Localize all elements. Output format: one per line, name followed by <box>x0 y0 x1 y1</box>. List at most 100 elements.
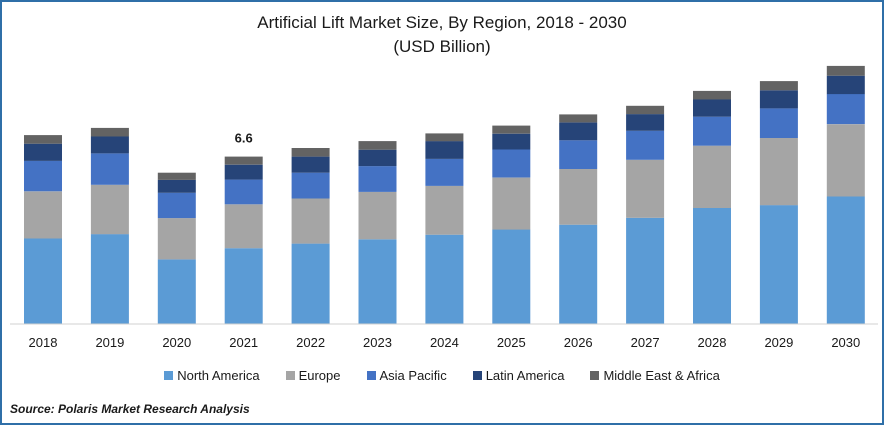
bar-segment-2026-middle-east-africa <box>559 114 598 123</box>
bar-segment-2018-north-america <box>24 238 62 324</box>
legend-item-asia-pacific: Asia Pacific <box>366 368 447 383</box>
bar-segment-2026-asia-pacific <box>559 140 598 169</box>
bar-segment-2025-north-america <box>492 229 531 324</box>
bar-segment-2027-europe <box>626 159 665 218</box>
chart-title: Artificial Lift Market Size, By Region, … <box>257 13 627 32</box>
bar-segment-2028-europe <box>693 145 731 208</box>
bar-segment-2029-latin-america <box>759 90 798 109</box>
bar-segment-2023-asia-pacific <box>358 166 397 192</box>
bar-segment-2030-middle-east-africa <box>826 65 865 76</box>
legend-swatch <box>472 371 482 380</box>
bar-segment-2018-europe <box>24 191 62 239</box>
bar-segment-2020-asia-pacific <box>157 192 196 219</box>
legend-item-north-america: North America <box>164 368 260 383</box>
x-tick-label-2030: 2030 <box>831 335 860 350</box>
bar-segment-2022-europe <box>291 198 330 244</box>
bar-segment-2024-north-america <box>425 234 464 324</box>
bar-segment-2023-latin-america <box>358 149 397 167</box>
bar-segment-2021-north-america <box>224 248 263 324</box>
legend-label: North America <box>177 368 260 383</box>
bar-segment-2028-north-america <box>693 208 731 324</box>
bar-segment-2021-europe <box>224 204 263 249</box>
x-tick-label-2028: 2028 <box>698 335 727 350</box>
bars-group <box>24 65 865 324</box>
bar-segment-2026-europe <box>559 169 598 225</box>
bar-segment-2029-north-america <box>759 205 798 324</box>
x-tick-label-2023: 2023 <box>363 335 392 350</box>
bar-segment-2020-middle-east-africa <box>157 172 196 180</box>
bar-segment-2029-europe <box>759 138 798 206</box>
bar-segment-2030-north-america <box>826 196 865 324</box>
x-tick-label-2022: 2022 <box>296 335 325 350</box>
bar-segment-2019-north-america <box>90 234 129 324</box>
x-tick-label-2021: 2021 <box>229 335 258 350</box>
x-tick-label-2026: 2026 <box>564 335 593 350</box>
bar-segment-2022-latin-america <box>291 156 330 173</box>
bar-segment-2026-latin-america <box>559 122 598 141</box>
bar-segment-2029-asia-pacific <box>759 108 798 138</box>
bar-segment-2026-north-america <box>559 224 598 324</box>
annotations-group: 6.6 <box>235 131 253 146</box>
x-tick-label-2019: 2019 <box>95 335 124 350</box>
bar-segment-2027-north-america <box>626 217 665 324</box>
bar-segment-2018-asia-pacific <box>24 160 62 192</box>
bar-segment-2028-asia-pacific <box>693 116 731 146</box>
bar-segment-2018-middle-east-africa <box>24 135 62 144</box>
bar-segment-2019-asia-pacific <box>90 153 129 185</box>
bar-segment-2027-latin-america <box>626 114 665 131</box>
x-tick-label-2020: 2020 <box>162 335 191 350</box>
legend-swatch <box>366 371 376 380</box>
legend-item-latin-america: Latin America <box>472 368 565 383</box>
bar-segment-2022-middle-east-africa <box>291 148 330 157</box>
bar-segment-2018-latin-america <box>24 143 62 161</box>
bar-segment-2020-europe <box>157 218 196 260</box>
legend-label: Latin America <box>485 368 565 383</box>
legend-label: Asia Pacific <box>379 368 447 383</box>
chart-subtitle: (USD Billion) <box>393 37 491 56</box>
bar-segment-2029-middle-east-africa <box>759 81 798 91</box>
legend-item-middle-east-africa: Middle East & Africa <box>590 368 720 383</box>
x-tick-label-2024: 2024 <box>430 335 459 350</box>
x-tick-label-2025: 2025 <box>497 335 526 350</box>
bar-segment-2030-asia-pacific <box>826 94 865 125</box>
bar-segment-2019-europe <box>90 184 129 235</box>
bar-segment-2022-north-america <box>291 243 330 324</box>
bar-segment-2027-asia-pacific <box>626 130 665 160</box>
bar-segment-2024-latin-america <box>425 141 464 159</box>
x-tick-labels: 2018 2019 2020 2021 2022 2023 2024 2025 2026 2027… <box>29 335 861 350</box>
bar-segment-2021-middle-east-africa <box>224 156 263 165</box>
bar-segment-2030-europe <box>826 124 865 197</box>
bar-segment-2024-middle-east-africa <box>425 133 464 142</box>
data-label-2021: 6.6 <box>235 131 253 146</box>
bar-segment-2023-middle-east-africa <box>358 141 397 150</box>
legend-label: Europe <box>298 368 341 383</box>
bar-segment-2020-latin-america <box>157 179 196 193</box>
bar-segment-2021-asia-pacific <box>224 179 263 205</box>
source-note: Source: Polaris Market Research Analysis <box>10 402 250 416</box>
bar-segment-2027-middle-east-africa <box>626 105 665 115</box>
bar-segment-2024-europe <box>425 185 464 235</box>
bar-segment-2025-europe <box>492 177 531 230</box>
bar-segment-2022-asia-pacific <box>291 172 330 199</box>
stacked-bar-chart: 2018 2019 2020 2021 2022 2023 2024 2025 2026 2027… <box>10 65 878 350</box>
legend-swatch <box>590 371 600 380</box>
bar-segment-2023-europe <box>358 191 397 240</box>
legend: North America Europe Asia Pacific Latin Ame… <box>2 368 882 383</box>
legend-label: Middle East & Africa <box>603 368 720 383</box>
bar-segment-2019-middle-east-africa <box>90 127 129 137</box>
bar-segment-2021-latin-america <box>224 164 263 180</box>
legend-swatch <box>285 371 295 380</box>
bar-segment-2019-latin-america <box>90 136 129 154</box>
bar-segment-2025-middle-east-africa <box>492 125 531 134</box>
bar-segment-2028-middle-east-africa <box>693 90 731 100</box>
bar-segment-2023-north-america <box>358 239 397 324</box>
x-tick-label-2027: 2027 <box>631 335 660 350</box>
bar-segment-2024-asia-pacific <box>425 158 464 186</box>
bar-segment-2020-north-america <box>157 259 196 324</box>
bar-segment-2028-latin-america <box>693 99 731 117</box>
bar-segment-2025-asia-pacific <box>492 149 531 178</box>
x-tick-label-2018: 2018 <box>29 335 58 350</box>
x-tick-label-2029: 2029 <box>764 335 793 350</box>
bar-segment-2025-latin-america <box>492 133 531 150</box>
